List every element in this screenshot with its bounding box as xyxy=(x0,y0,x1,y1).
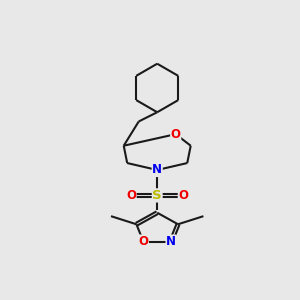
Text: O: O xyxy=(138,235,148,248)
Text: N: N xyxy=(152,164,162,176)
Text: O: O xyxy=(171,128,181,141)
Text: O: O xyxy=(126,189,136,202)
Text: S: S xyxy=(152,189,162,202)
Text: N: N xyxy=(166,235,176,248)
Text: O: O xyxy=(178,189,188,202)
